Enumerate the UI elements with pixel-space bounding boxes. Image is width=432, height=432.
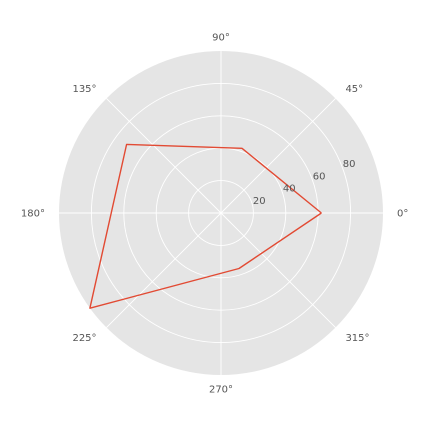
r-tick-label: 20 (253, 196, 266, 207)
theta-grid-line (220, 98, 336, 214)
theta-tick-label: 135° (72, 84, 96, 95)
grid (59, 51, 383, 375)
r-tick-label: 60 (313, 171, 326, 182)
theta-tick-label: 270° (209, 385, 233, 396)
theta-grid-line (220, 212, 336, 328)
tick-labels: 0° 45° 90° 135° 180° 225° 270° 315° 20 40 60 80 (21, 33, 408, 396)
theta-tick-label: 90° (212, 33, 230, 44)
theta-tick-label: 225° (72, 333, 96, 344)
series-layer (89, 143, 322, 309)
series-line (89, 143, 322, 309)
r-tick-label: 40 (283, 184, 296, 195)
r-tick-label: 80 (343, 159, 356, 170)
theta-grid-line (106, 212, 222, 328)
theta-grid-line (106, 98, 222, 214)
theta-tick-label: 315° (345, 333, 369, 344)
theta-tick-label: 180° (21, 209, 45, 220)
theta-tick-label: 45° (345, 84, 363, 95)
theta-tick-label: 0° (397, 209, 408, 220)
